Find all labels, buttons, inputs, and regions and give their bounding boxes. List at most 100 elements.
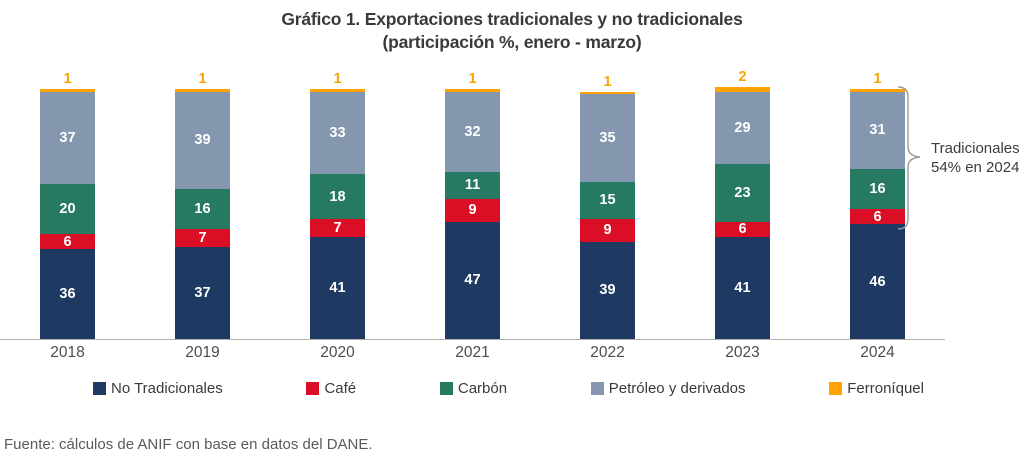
- bar-segment-cafe-2021: 9: [445, 199, 500, 222]
- bar-value-carbon-2022: 15: [599, 192, 616, 209]
- bar-segment-cafe-2023: 6: [715, 221, 770, 237]
- legend-swatch-icon-ferroniquel: [829, 382, 843, 395]
- bar-value-ferroniquel-2023: 2: [738, 68, 747, 85]
- bar-segment-no-tradicionales-2023: 41: [715, 236, 770, 339]
- bar-stack-2022: 35 15 9 39: [580, 91, 635, 339]
- plot-area: 1 37 20 6 36 1 39 16 7 37 1 33 18 7 41 1 32 11 9 47 1 35 15 9 39…: [0, 64, 945, 366]
- legend-item-cafe: Café: [306, 380, 356, 397]
- bar-value-ferroniquel-2022: 1: [603, 73, 612, 90]
- legend-label-petroleo-y-derivados: Petróleo y derivados: [608, 380, 746, 397]
- legend-item-petroleo-y-derivados: Petróleo y derivados: [590, 380, 746, 397]
- bar-value-carbon-2023: 23: [734, 184, 751, 201]
- x-axis-label-2018: 2018: [50, 344, 85, 361]
- bar-value-carbon-2020: 18: [329, 188, 346, 205]
- x-axis-label-2023: 2023: [725, 344, 760, 361]
- bar-segment-cafe-2022: 9: [580, 219, 635, 242]
- bar-value-cafe-2021: 9: [468, 202, 477, 219]
- bar-value-ferroniquel-2020: 1: [333, 71, 342, 87]
- legend-swatch-icon-cafe: [306, 382, 320, 395]
- chart-title: Gráfico 1. Exportaciones tradicionales y…: [0, 8, 1024, 54]
- bar-value-petroleo-y-derivados-2021: 32: [464, 123, 481, 140]
- bar-value-carbon-2024: 16: [869, 181, 886, 197]
- bar-segment-no-tradicionales-2018: 36: [40, 249, 95, 339]
- bar-stack-2023: 29 23 6 41: [715, 86, 770, 339]
- bar-value-petroleo-y-derivados-2019: 39: [194, 132, 211, 149]
- bar-segment-no-tradicionales-2022: 39: [580, 241, 635, 339]
- bar-value-ferroniquel-2018: 1: [63, 71, 72, 87]
- bar-segment-carbon-2020: 18: [310, 174, 365, 219]
- legend-item-carbon: Carbón: [439, 380, 508, 397]
- bar-value-no-tradicionales-2023: 41: [734, 279, 751, 296]
- bar-column-2019: 1 39 16 7 37: [135, 64, 270, 339]
- bar-value-cafe-2019: 7: [198, 229, 207, 246]
- x-axis-label-2021: 2021: [455, 344, 490, 361]
- bar-value-no-tradicionales-2024: 46: [869, 273, 886, 290]
- bar-segment-cafe-2019: 7: [175, 229, 230, 247]
- bar-segment-carbon-2023: 23: [715, 164, 770, 222]
- bar-value-ferroniquel-2021: 1: [468, 71, 477, 87]
- legend-swatch-icon-no-tradicionales: [93, 382, 106, 395]
- bar-value-cafe-2018: 6: [63, 233, 72, 250]
- bar-segment-ferroniquel-2020: [310, 89, 365, 92]
- legend-item-no-tradicionales: No Tradicionales: [93, 380, 223, 397]
- bar-value-no-tradicionales-2020: 41: [329, 279, 346, 296]
- bar-segment-ferroniquel-2021: [445, 89, 500, 92]
- source-note: Fuente: cálculos de ANIF con base en dat…: [4, 436, 373, 453]
- bar-value-petroleo-y-derivados-2020: 33: [329, 124, 346, 141]
- legend-swatch-icon-carbon: [439, 382, 453, 395]
- bar-segment-carbon-2024: 16: [850, 169, 905, 209]
- bar-value-no-tradicionales-2018: 36: [59, 286, 76, 302]
- bar-value-petroleo-y-derivados-2022: 35: [599, 129, 616, 146]
- bar-segment-carbon-2018: 20: [40, 184, 95, 234]
- bar-segment-carbon-2019: 16: [175, 189, 230, 229]
- bar-value-no-tradicionales-2022: 39: [599, 282, 616, 299]
- bar-segment-ferroniquel-2023: [715, 86, 770, 92]
- bar-value-no-tradicionales-2019: 37: [194, 284, 211, 301]
- chart-title-line1: Gráfico 1. Exportaciones tradicionales y…: [281, 9, 743, 29]
- x-axis-label-2024: 2024: [860, 344, 895, 361]
- legend-swatch-icon-petroleo-y-derivados: [590, 382, 604, 395]
- bar-column-2020: 1 33 18 7 41: [270, 64, 405, 339]
- bar-segment-petroleo-y-derivados-2018: 37: [40, 91, 95, 184]
- bar-value-no-tradicionales-2021: 47: [464, 272, 481, 289]
- x-axis-labels: 2018 2019 2020 2021 2022 2023 2024: [0, 340, 945, 366]
- bar-segment-petroleo-y-derivados-2019: 39: [175, 91, 230, 189]
- bar-stack-2020: 33 18 7 41: [310, 89, 365, 339]
- legend-label-no-tradicionales: No Tradicionales: [111, 380, 223, 397]
- bar-segment-cafe-2020: 7: [310, 219, 365, 237]
- bar-stack-2024: 31 16 6 46: [850, 89, 905, 339]
- bar-segment-no-tradicionales-2024: 46: [850, 224, 905, 339]
- bar-column-2022: 1 35 15 9 39: [540, 64, 675, 339]
- bar-segment-petroleo-y-derivados-2020: 33: [310, 91, 365, 174]
- bar-column-2021: 1 32 11 9 47: [405, 64, 540, 339]
- bar-segment-petroleo-y-derivados-2022: 35: [580, 94, 635, 182]
- bar-segment-petroleo-y-derivados-2024: 31: [850, 91, 905, 169]
- bar-value-cafe-2022: 9: [603, 222, 612, 239]
- bar-segment-carbon-2021: 11: [445, 171, 500, 199]
- bar-value-cafe-2024: 6: [873, 208, 882, 225]
- bar-column-2024: 1 31 16 6 46: [810, 64, 945, 339]
- bar-segment-ferroniquel-2022: [580, 91, 635, 94]
- bar-value-carbon-2021: 11: [464, 177, 481, 194]
- legend: No Tradicionales Café Carbón Petróleo y der…: [93, 380, 924, 397]
- bar-stack-2021: 32 11 9 47: [445, 89, 500, 339]
- bar-value-petroleo-y-derivados-2023: 29: [734, 119, 751, 136]
- legend-item-ferroniquel: Ferroníquel: [829, 380, 924, 397]
- bar-value-petroleo-y-derivados-2024: 31: [869, 122, 886, 139]
- bar-segment-cafe-2024: 6: [850, 209, 905, 224]
- bar-stack-2018: 37 20 6 36: [40, 89, 95, 339]
- bar-segment-ferroniquel-2024: [850, 89, 905, 92]
- bar-value-ferroniquel-2019: 1: [198, 71, 207, 87]
- bar-segment-ferroniquel-2018: [40, 89, 95, 92]
- bar-segment-no-tradicionales-2019: 37: [175, 246, 230, 339]
- chart-title-line2: (participación %, enero - marzo): [382, 32, 642, 52]
- bars-row: 1 37 20 6 36 1 39 16 7 37 1 33 18 7 41 1 32 11 9 47 1 35 15 9 39…: [0, 64, 945, 340]
- legend-label-carbon: Carbón: [457, 380, 508, 397]
- legend-label-ferroniquel: Ferroníquel: [847, 380, 924, 397]
- bar-segment-petroleo-y-derivados-2021: 32: [445, 91, 500, 172]
- bar-value-cafe-2020: 7: [333, 219, 342, 236]
- bar-segment-petroleo-y-derivados-2023: 29: [715, 91, 770, 164]
- bar-value-carbon-2018: 20: [59, 201, 76, 217]
- bar-value-petroleo-y-derivados-2018: 37: [59, 129, 76, 146]
- bar-value-carbon-2019: 16: [194, 201, 211, 217]
